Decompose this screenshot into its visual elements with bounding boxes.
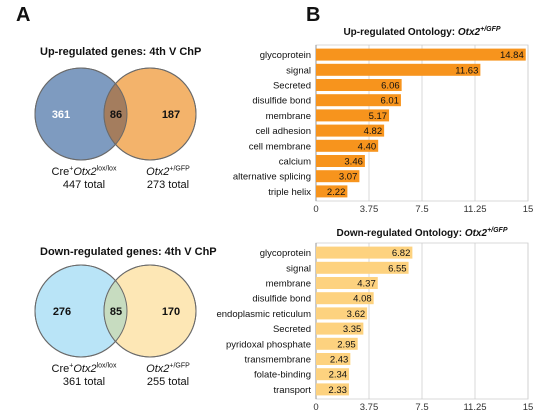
chart-down-value-label: 2.43 xyxy=(330,355,349,366)
chart-down-bar xyxy=(316,368,350,381)
chart-up-bar xyxy=(316,48,526,61)
chart-up-tick-label: 15 xyxy=(523,204,534,215)
chart-down-bar xyxy=(316,353,351,365)
chart-up-category-label: membrane xyxy=(266,111,311,122)
chart-down-bar xyxy=(316,383,349,396)
chart-down-category-label: disulfide bond xyxy=(252,294,311,305)
venn-down-right-label: Otx2+/GFP 255 total xyxy=(146,362,190,388)
chart-up-value-label: 6.01 xyxy=(380,96,399,107)
venn-down-left-label: Cre+Otx2lox/lox 361 total xyxy=(51,362,117,388)
chart-down-tick-label: 11.25 xyxy=(463,402,486,413)
chart-up-category-label: glycoprotein xyxy=(260,50,311,61)
chart-down-category-label: transport xyxy=(274,385,312,396)
chart-up-category-label: triple helix xyxy=(268,187,311,198)
chart-down-bar xyxy=(316,261,409,274)
chart-down-value-label: 3.35 xyxy=(343,324,362,335)
venn-down-left-total: 361 total xyxy=(62,376,106,388)
chart-up-bar xyxy=(316,170,360,183)
chart-down-value-label: 4.08 xyxy=(353,294,372,305)
chart-down-title: Down-regulated Ontology: Otx2+/GFP xyxy=(337,227,508,239)
chart-up-title: Up-regulated Ontology: Otx2+/GFP xyxy=(343,26,500,38)
chart-up-category-label: signal xyxy=(286,65,311,76)
chart-up-tick-label: 3.75 xyxy=(360,204,379,215)
chart-down-value-label: 4.37 xyxy=(357,279,376,290)
chart-down-bar xyxy=(316,246,413,259)
venn-up-title: Up-regulated genes: 4th V ChP xyxy=(40,46,202,58)
venn-up-left-total: 447 total xyxy=(62,179,106,191)
chart-up-category-label: disulfide bond xyxy=(252,96,311,107)
chart-up-value-label: 2.22 xyxy=(327,187,346,198)
chart-down-value-label: 2.95 xyxy=(337,339,356,350)
chart-down-category-label: Secreted xyxy=(273,324,311,335)
chart-up-category-label: calcium xyxy=(279,157,311,168)
chart-down-tick-label: 15 xyxy=(523,402,534,413)
chart-up-bar xyxy=(316,155,365,167)
chart-down-bar xyxy=(316,337,358,350)
chart-down-bar xyxy=(316,307,368,320)
venn-up-right-label: Otx2+/GFP 273 total xyxy=(146,165,190,191)
chart-up-value-label: 3.46 xyxy=(344,157,363,168)
venn-down-left-count: 276 xyxy=(53,306,71,318)
chart-down-value-label: 2.34 xyxy=(329,370,348,381)
chart-up-value-label: 4.82 xyxy=(364,126,383,137)
chart-up-tick-label: 11.25 xyxy=(463,204,486,215)
chart-up-category-label: alternative splicing xyxy=(233,172,311,183)
chart-down-tick-label: 7.5 xyxy=(415,402,428,413)
chart-up-bar xyxy=(316,94,401,107)
chart-down-tick-label: 3.75 xyxy=(360,402,379,413)
chart-down-value-label: 3.62 xyxy=(347,309,366,320)
chart-down-category-label: endoplasmic reticulum xyxy=(216,309,311,320)
venn-up-left-count: 361 xyxy=(52,109,70,121)
chart-down-category-label: membrane xyxy=(266,279,311,290)
chart-up-bar xyxy=(316,109,390,122)
chart-up-category-label: Secreted xyxy=(273,81,311,92)
panel-letter-b: B xyxy=(306,4,321,26)
chart-up-tick-label: 7.5 xyxy=(415,204,428,215)
chart-down-value-label: 6.55 xyxy=(388,263,407,274)
chart-up-value-label: 14.84 xyxy=(500,50,524,61)
chart-up-value-label: 3.07 xyxy=(339,172,358,183)
venn-up-right-count: 187 xyxy=(162,109,180,121)
chart-up-value-label: 11.63 xyxy=(455,65,478,76)
chart-down-category-label: glycoprotein xyxy=(260,248,311,259)
chart-down-category-label: signal xyxy=(286,263,311,274)
venn-up-left-label: Cre+Otx2lox/lox 447 total xyxy=(51,165,117,191)
chart-down-value-label: 6.82 xyxy=(392,248,411,259)
chart-up-value-label: 5.17 xyxy=(369,111,388,122)
chart-up-tick-label: 0 xyxy=(313,204,318,215)
panel-letter-a: A xyxy=(16,4,31,26)
chart-down-category-label: transmembrane xyxy=(244,355,311,366)
chart-up-bar xyxy=(316,124,385,137)
chart-up-value-label: 4.40 xyxy=(358,141,377,152)
venn-diagrams: 361 86 187 276 85 170 xyxy=(34,67,197,358)
venn-down-right-total: 255 total xyxy=(146,376,190,388)
chart-down-value-label: 2.33 xyxy=(328,385,347,396)
chart-down-category-label: folate-binding xyxy=(254,370,311,381)
chart-down-bar xyxy=(316,322,364,335)
chart-down-tick-label: 0 xyxy=(313,402,318,413)
chart-up-bar xyxy=(316,63,481,76)
chart-up-bar xyxy=(316,139,379,152)
chart-down-bar xyxy=(316,277,378,289)
chart-down-bar xyxy=(316,292,374,305)
venn-down-overlap-count: 85 xyxy=(110,306,122,318)
venn-up-overlap-count: 86 xyxy=(110,109,122,121)
chart-up-category-label: cell membrane xyxy=(249,141,311,152)
chart-up-bar xyxy=(316,185,348,198)
venn-up-right-total: 273 total xyxy=(146,179,190,191)
chart-up-value-label: 6.06 xyxy=(381,81,400,92)
venn-down-title: Down-regulated genes: 4th V ChP xyxy=(40,246,217,258)
venn-down-right-count: 170 xyxy=(162,306,180,318)
chart-up-category-label: cell adhesion xyxy=(256,126,311,137)
chart-down-category-label: pyridoxal phosphate xyxy=(226,339,311,350)
chart-up-bar xyxy=(316,79,402,91)
